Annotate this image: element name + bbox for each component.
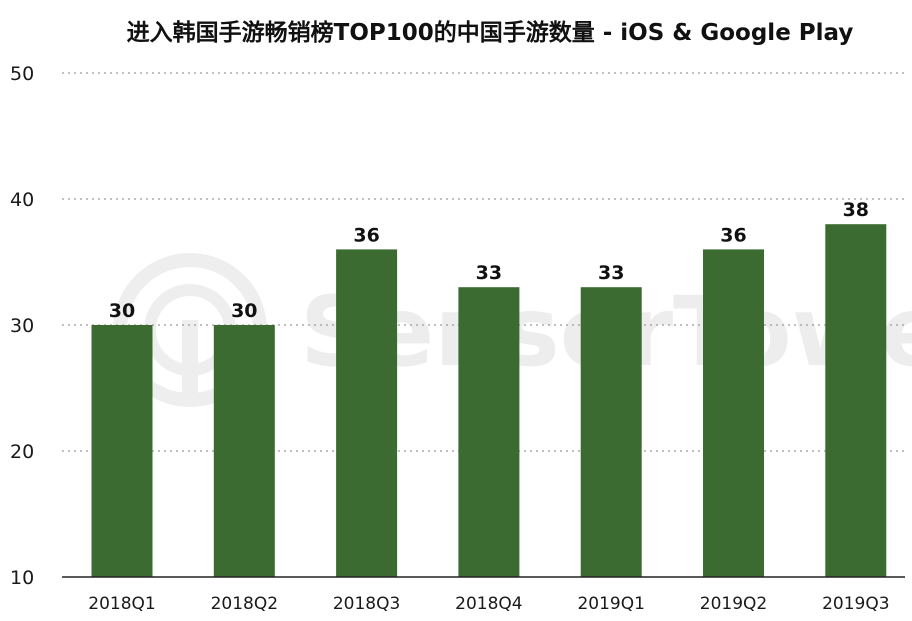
x-tick-label: 2018Q1	[88, 594, 155, 614]
data-label: 36	[353, 224, 379, 246]
x-tick-label: 2018Q2	[211, 594, 278, 614]
data-label: 38	[843, 199, 869, 221]
data-label: 36	[720, 224, 746, 246]
x-tick-label: 2019Q2	[700, 594, 767, 614]
y-tick-label: 40	[10, 189, 34, 211]
y-tick-label: 10	[10, 567, 34, 589]
bar	[580, 287, 642, 577]
bar	[336, 249, 398, 577]
x-axis: 2018Q1 2018Q2 2018Q3 2018Q4 2019Q1 2019Q2 2019…	[88, 594, 889, 614]
bar	[91, 325, 153, 577]
bar	[213, 325, 275, 577]
x-tick-label: 2019Q3	[822, 594, 889, 614]
data-labels: 30 30 36 33 33 36 38	[109, 199, 869, 322]
x-tick-label: 2018Q4	[455, 594, 522, 614]
x-tick-label: 2018Q3	[333, 594, 400, 614]
bar	[703, 249, 764, 577]
bars	[91, 224, 887, 577]
y-tick-label: 20	[10, 441, 34, 463]
data-label: 33	[598, 262, 624, 284]
data-label: 30	[231, 300, 257, 322]
data-label: 33	[476, 262, 502, 284]
y-tick-label: 30	[10, 315, 34, 337]
bar	[458, 287, 520, 577]
y-axis: 10 20 30 40 50	[10, 63, 34, 589]
data-label: 30	[109, 300, 135, 322]
y-tick-label: 50	[10, 63, 34, 85]
chart-title: 进入韩国手游畅销榜TOP100的中国手游数量 - iOS & Google Pl…	[127, 19, 854, 46]
bar	[825, 224, 887, 577]
x-tick-label: 2019Q1	[577, 594, 644, 614]
